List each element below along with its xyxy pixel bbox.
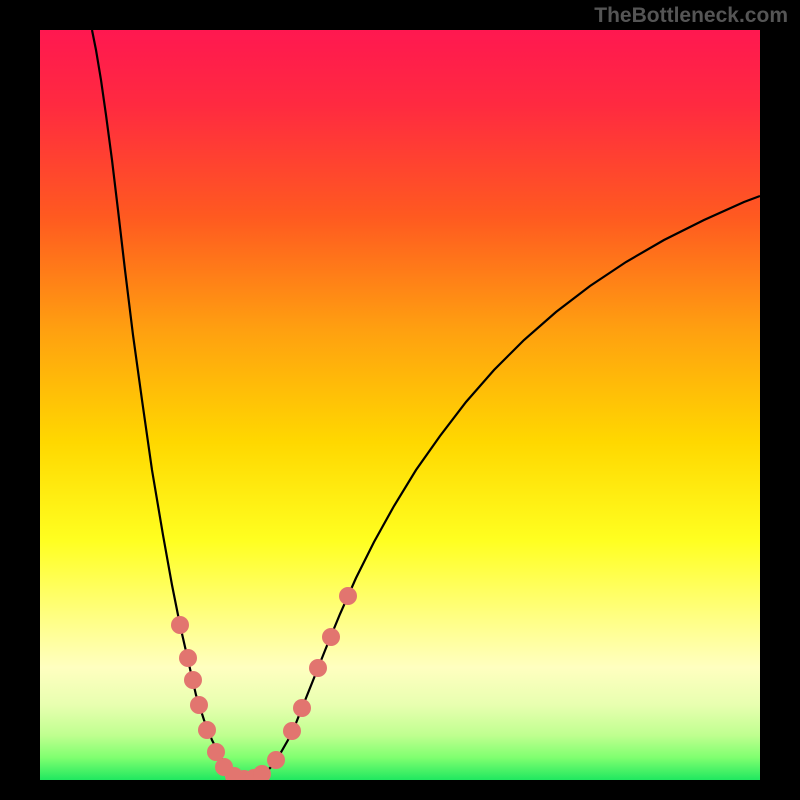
chart-container: TheBottleneck.com — [0, 0, 800, 800]
watermark-text: TheBottleneck.com — [594, 4, 788, 28]
datapoint-marker — [309, 659, 327, 677]
gradient-background — [40, 30, 760, 780]
plot-area — [40, 30, 760, 780]
datapoint-marker — [179, 649, 197, 667]
datapoint-marker — [339, 587, 357, 605]
datapoint-marker — [322, 628, 340, 646]
chart-svg — [40, 30, 760, 780]
datapoint-marker — [267, 751, 285, 769]
datapoint-marker — [198, 721, 216, 739]
datapoint-marker — [293, 699, 311, 717]
datapoint-marker — [171, 616, 189, 634]
datapoint-marker — [283, 722, 301, 740]
datapoint-marker — [190, 696, 208, 714]
datapoint-marker — [184, 671, 202, 689]
